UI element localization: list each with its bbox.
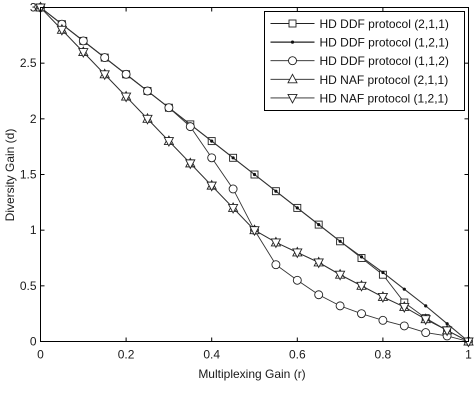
series-2-point	[359, 255, 364, 259]
series-5-point	[120, 92, 132, 103]
series-3-point	[143, 86, 152, 96]
series-5-point	[227, 203, 239, 214]
series-5-point	[99, 70, 110, 81]
series-5-point	[206, 181, 217, 192]
legend-marker-4	[287, 73, 298, 84]
series-3-point	[78, 36, 88, 46]
y-tick-label: 1	[30, 223, 37, 237]
series-2-point	[445, 322, 449, 326]
series-3-point	[100, 53, 110, 63]
x-tick-label: 0.2	[118, 348, 135, 362]
series-3-point	[335, 301, 345, 311]
y-tick-label: 3	[30, 1, 37, 15]
legend-marker-3	[288, 56, 297, 66]
series-2-point	[231, 156, 235, 160]
legend-marker-1	[288, 19, 297, 28]
series-5-point	[292, 248, 303, 259]
series-3-point	[357, 309, 366, 319]
series-3-point	[228, 184, 238, 194]
x-tick-label: 1	[465, 348, 472, 362]
series-3-point	[314, 290, 324, 300]
series-2-point	[317, 223, 321, 227]
y-tick-label: 2	[30, 112, 37, 126]
series-5-point	[270, 238, 282, 249]
y-axis-title: Diversity Gain (d)	[3, 129, 17, 222]
series-2-point	[338, 239, 342, 243]
series-2-point	[210, 139, 214, 143]
legend-marker-2	[290, 40, 295, 44]
series-3-point	[399, 321, 409, 331]
series-5-point	[377, 293, 389, 303]
series-2-point	[381, 270, 385, 275]
series-5-point	[185, 159, 196, 170]
series-5-point	[313, 258, 324, 269]
series-2-point	[274, 189, 278, 193]
x-tick-label: 0.8	[375, 348, 392, 362]
series-2-point	[295, 206, 299, 210]
series-3-point	[164, 103, 174, 113]
series-5-point	[441, 326, 453, 337]
series-5-point	[249, 226, 260, 237]
y-tick-label: 0	[30, 335, 37, 349]
series-2-point	[424, 304, 428, 308]
y-tick-label: 2.5	[20, 56, 37, 70]
legend-label-2: HD DDF protocol (1,2,1)	[320, 36, 449, 50]
series-3-point	[121, 69, 131, 79]
y-tick-label: 0.5	[20, 279, 37, 293]
series-5-point	[56, 25, 68, 36]
x-tick-label: 0.4	[203, 348, 220, 362]
legend-label-4: HD NAF protocol (2,1,1)	[320, 73, 449, 87]
series-3-point	[271, 260, 281, 270]
legend: HD DDF protocol (2,1,1) HD DDF protocol (…	[264, 11, 465, 111]
legend-label-5: HD NAF protocol (1,2,1)	[320, 91, 449, 105]
legend-label-3: HD DDF protocol (1,1,2)	[320, 54, 449, 68]
x-axis-title: Multiplexing Gain (r)	[198, 367, 305, 381]
series-2-point	[252, 172, 257, 177]
series-3-point	[378, 315, 388, 325]
series-5-point	[163, 137, 175, 148]
legend-marker-5	[287, 93, 298, 104]
x-tick-label: 0	[37, 348, 44, 362]
plot-area	[35, 1, 474, 348]
series-5-point	[420, 315, 431, 326]
series-5-point	[399, 303, 410, 313]
series-2-point	[402, 287, 406, 291]
y-tick-label: 1.5	[20, 168, 37, 182]
series-3-point	[421, 328, 431, 338]
series-5-point	[356, 281, 367, 292]
x-tick-label: 0.6	[289, 348, 306, 362]
axis-ticks: 0 0.2 0.4 0.6 0.8 1 0 0.5 1 1.5 2 2.5 3	[20, 1, 472, 362]
series-3-point	[292, 275, 302, 285]
series-3-point	[207, 153, 217, 163]
series-5-point	[142, 114, 153, 125]
series-5-point	[78, 48, 89, 58]
series-5-point	[334, 270, 346, 281]
legend-label-1: HD DDF protocol (2,1,1)	[320, 17, 449, 31]
series-3-point	[185, 122, 195, 132]
